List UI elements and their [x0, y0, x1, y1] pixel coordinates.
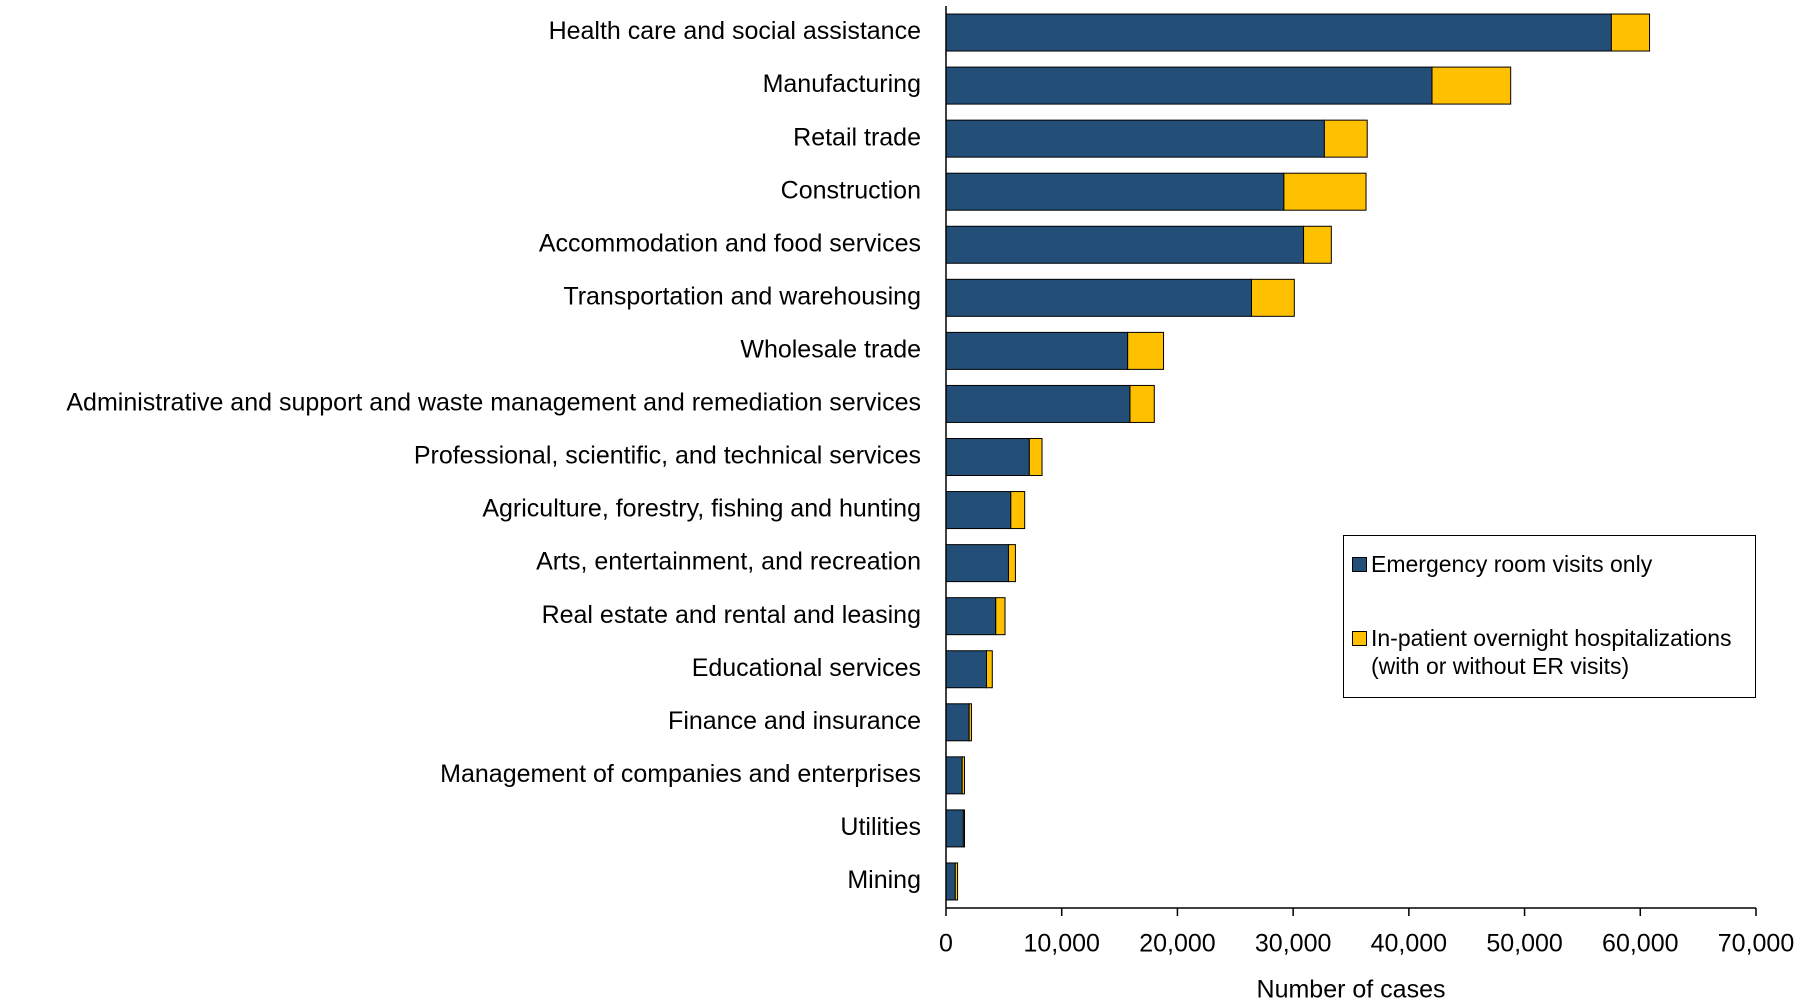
y-tick-label: Retail trade: [793, 123, 921, 151]
legend-entry: Emergency room visits only: [1352, 550, 1747, 578]
bar-segment: [962, 809, 966, 848]
y-tick-label: Utilities: [840, 813, 921, 841]
bar-segment: [945, 119, 1325, 158]
legend-entry: In-patient overnight hospitalizations (w…: [1352, 624, 1747, 680]
x-tick-label: 60,000: [1602, 930, 1678, 958]
y-tick-label: Real estate and rental and leasing: [542, 601, 921, 629]
bar-segment: [1129, 384, 1155, 423]
bar-segment: [961, 756, 966, 795]
bar-segment: [945, 756, 963, 795]
bar-segment: [945, 384, 1131, 423]
bar-segment: [1283, 172, 1367, 211]
y-tick-label: Wholesale trade: [740, 335, 921, 363]
x-axis-label: Number of cases: [1257, 976, 1446, 1004]
y-tick-label: Finance and insurance: [668, 707, 921, 735]
bar-segment: [945, 225, 1305, 264]
bar-segment: [968, 703, 972, 742]
y-tick-label: Administrative and support and waste man…: [66, 389, 921, 417]
bar-segment: [1028, 438, 1043, 476]
bar-segment: [945, 650, 987, 689]
bar-segment: [986, 650, 993, 689]
bar-segment: [945, 278, 1252, 317]
bar-segment: [1323, 119, 1368, 158]
y-tick-label: Manufacturing: [763, 70, 921, 98]
y-tick-label: Management of companies and enterprises: [440, 760, 921, 788]
bar-segment: [945, 331, 1129, 370]
bar-segment: [945, 491, 1012, 530]
y-tick-label: Accommodation and food services: [539, 229, 921, 257]
bar-segment: [945, 703, 970, 742]
bar-segment: [945, 544, 1009, 583]
x-tick-label: 10,000: [1023, 930, 1099, 958]
legend: Emergency room visits only In-patient ove…: [1343, 535, 1756, 698]
x-tick-label: 0: [939, 930, 953, 958]
bar-segment: [945, 597, 997, 636]
bar-segment: [1010, 491, 1026, 530]
y-tick-label: Arts, entertainment, and recreation: [536, 548, 921, 576]
bar-segment: [945, 862, 956, 901]
x-tick-label: 50,000: [1486, 930, 1562, 958]
legend-swatch: [1352, 631, 1367, 646]
y-tick-label: Professional, scientific, and technical …: [414, 442, 921, 470]
y-tick-label: Construction: [781, 176, 921, 204]
bar-segment: [1250, 278, 1295, 317]
legend-label: Emergency room visits only: [1371, 551, 1653, 577]
bar-segment: [945, 172, 1285, 211]
bar-segment: [945, 66, 1433, 105]
y-tick-label: Health care and social assistance: [549, 17, 921, 45]
y-tick-label: Mining: [847, 866, 921, 894]
bar-segment: [1431, 66, 1512, 105]
bar-segment: [954, 862, 959, 901]
y-tick-label: Transportation and warehousing: [563, 282, 921, 310]
y-tick-label: Educational services: [692, 654, 921, 682]
bar-segment: [945, 809, 964, 848]
bar-segment: [945, 13, 1612, 52]
legend-swatch: [1352, 557, 1367, 572]
bar-segment: [1610, 13, 1651, 52]
bar-segment: [1303, 225, 1332, 264]
x-tick-label: 70,000: [1718, 930, 1794, 958]
x-tick-label: 30,000: [1255, 930, 1331, 958]
bar-segment: [1007, 544, 1016, 583]
x-tick-label: 20,000: [1139, 930, 1215, 958]
legend-label: In-patient overnight hospitalizations (w…: [1371, 625, 1732, 679]
x-tick-label: 40,000: [1371, 930, 1447, 958]
y-tick-label: Agriculture, forestry, fishing and hunti…: [482, 495, 921, 523]
bar-segment: [995, 597, 1006, 636]
bar-segment: [945, 438, 1030, 476]
bar-segment: [1127, 331, 1165, 370]
